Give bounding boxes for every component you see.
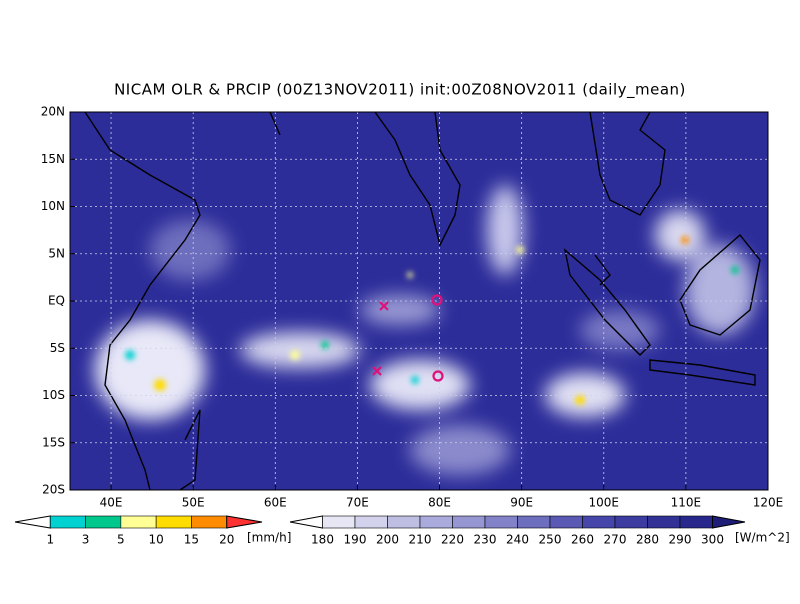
markers <box>372 294 444 382</box>
lon-label: 80E <box>428 496 451 510</box>
colorbar-segment <box>419 515 453 529</box>
lat-label: EQ <box>48 294 65 308</box>
colorbar-end <box>289 515 323 529</box>
colorbar-end <box>14 515 51 529</box>
colorbar-label: 180 <box>311 533 334 547</box>
title: NICAM OLR & PRCIP (00Z13NOV2011) init:00… <box>114 81 686 100</box>
colorbar-segment <box>484 515 518 529</box>
lon-label: 110E <box>671 496 702 510</box>
lat-label: 20N <box>41 105 65 119</box>
colorbar-label: 10 <box>149 533 164 547</box>
colorbar-segment <box>679 515 713 529</box>
colorbar-label: 5 <box>117 533 125 547</box>
colorbar-segment <box>120 515 157 529</box>
colorbar-label: 1 <box>46 533 54 547</box>
colorbar-end <box>712 515 746 529</box>
colorbar-label: 270 <box>604 533 627 547</box>
lat-label: 15S <box>42 435 65 449</box>
lat-label: 10N <box>41 199 65 213</box>
colorbar-label: 240 <box>506 533 529 547</box>
lon-label: 50E <box>182 496 205 510</box>
colorbar-segment <box>582 515 616 529</box>
colorbar-segment <box>354 515 388 529</box>
colorbar-label: 3 <box>82 533 90 547</box>
colorbar-segment <box>191 515 228 529</box>
colorbar-segment <box>647 515 681 529</box>
colorbar-segment <box>322 515 356 529</box>
circle-marker <box>431 294 443 306</box>
lat-label: 20S <box>42 483 65 497</box>
colorbar-label: 20 <box>219 533 234 547</box>
colorbar-label: 290 <box>669 533 692 547</box>
colorbar-label: 220 <box>441 533 464 547</box>
lat-label: 10S <box>42 388 65 402</box>
colorbar-segment <box>517 515 551 529</box>
colorbar-label: 300 <box>701 533 724 547</box>
lon-label: 120E <box>753 496 784 510</box>
map-field <box>70 112 768 490</box>
colorbar-label: 200 <box>376 533 399 547</box>
lat-label: 5N <box>48 246 65 260</box>
axes: 20N 15N 10N 5N EQ 5S 10S 15S 20S 40E 50E 60E 70E 80E 9… <box>41 105 784 510</box>
gridlines <box>70 112 768 490</box>
lon-label: 90E <box>510 496 533 510</box>
colorbar-segment <box>452 515 486 529</box>
colorbar-label: 260 <box>571 533 594 547</box>
colorbar-label: 210 <box>409 533 432 547</box>
colorbars: 1 3 5 10 15 20 [mm/h] 180 190 200 210 220 230 240 250 2… <box>14 515 790 547</box>
cross-marker <box>379 301 389 311</box>
colorbar-label: 190 <box>344 533 367 547</box>
lat-label: 5S <box>50 341 65 355</box>
colorbar-label: 250 <box>539 533 562 547</box>
colorbar-label: 15 <box>184 533 199 547</box>
colorbar-unit: [mm/h] <box>247 531 291 545</box>
colorbar-segment <box>155 515 192 529</box>
lat-label: 15N <box>41 152 65 166</box>
circle-marker <box>432 370 444 382</box>
colorbar-unit: [W/m^2] <box>735 531 790 545</box>
colorbar-segment <box>49 515 86 529</box>
colorbar-label: 230 <box>474 533 497 547</box>
lon-label: 60E <box>264 496 287 510</box>
cross-marker <box>372 366 382 376</box>
colorbar-segment <box>614 515 648 529</box>
colorbar-segment <box>387 515 421 529</box>
colorbar-label: 280 <box>636 533 659 547</box>
lon-label: 100E <box>589 496 620 510</box>
colorbar-end <box>226 515 263 529</box>
coastlines <box>84 112 761 490</box>
colorbar-segment <box>549 515 583 529</box>
lon-label: 40E <box>100 496 123 510</box>
lon-label: 70E <box>346 496 369 510</box>
colorbar-segment <box>85 515 122 529</box>
